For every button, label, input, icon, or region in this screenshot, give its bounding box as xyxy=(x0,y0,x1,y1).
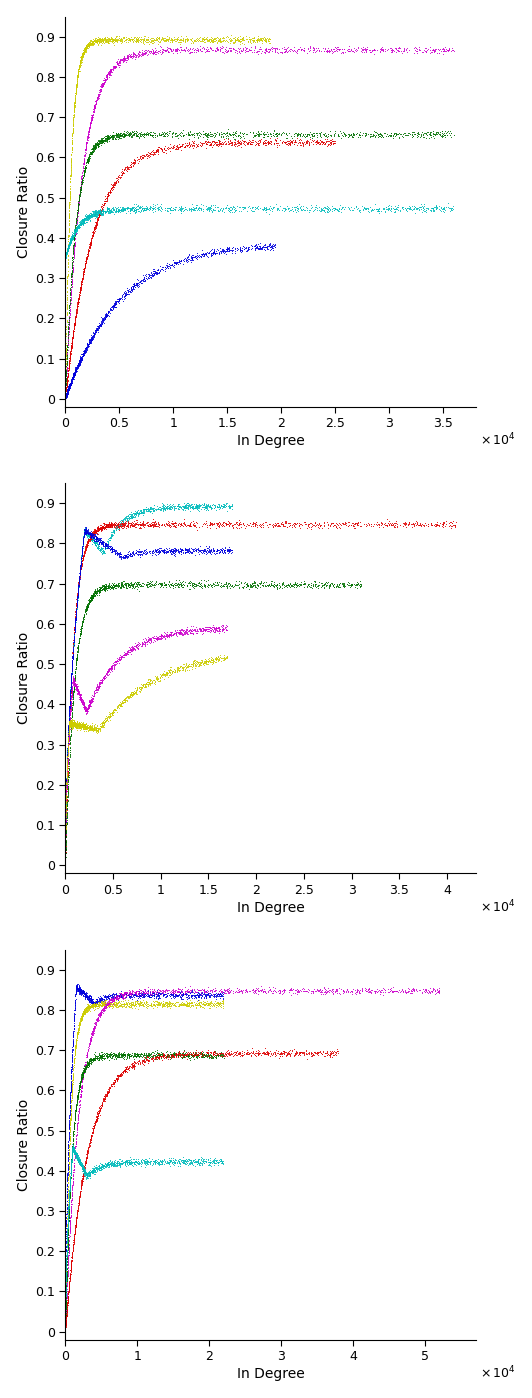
Y-axis label: Closure Ratio: Closure Ratio xyxy=(16,632,31,724)
Text: $\times\,10^4$: $\times\,10^4$ xyxy=(480,432,516,449)
Text: $\times\,10^4$: $\times\,10^4$ xyxy=(480,1364,516,1381)
Y-axis label: Closure Ratio: Closure Ratio xyxy=(16,1099,31,1191)
X-axis label: In Degree: In Degree xyxy=(237,435,304,449)
Text: $\times\,10^4$: $\times\,10^4$ xyxy=(480,899,516,916)
Y-axis label: Closure Ratio: Closure Ratio xyxy=(16,165,31,257)
X-axis label: In Degree: In Degree xyxy=(237,1367,304,1381)
X-axis label: In Degree: In Degree xyxy=(237,900,304,914)
